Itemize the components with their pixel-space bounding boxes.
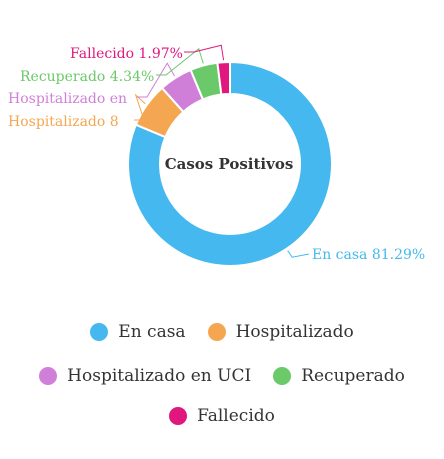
- legend-swatch-recuperado: [273, 367, 292, 385]
- leader-line-hospitalizado-uci: [137, 62, 175, 98]
- legend-row: Fallecido: [0, 406, 444, 426]
- legend-item-fallecido[interactable]: Fallecido: [169, 406, 275, 426]
- center-label: Casos Positivos: [165, 155, 294, 173]
- slice-en-casa[interactable]: [127, 60, 333, 267]
- legend-item-hospitalizado-uci[interactable]: Hospitalizado en UCI: [39, 366, 251, 386]
- leader-line-en-casa: [287, 250, 310, 258]
- legend-label: Recuperado: [301, 366, 405, 386]
- leader-line-hospitalizado: [134, 93, 146, 121]
- legend-label: En casa: [118, 322, 186, 342]
- donut-chart: Casos Positivos En casa 81.29% Hospitaliza…: [8, 44, 425, 267]
- legend-item-en-casa[interactable]: En casa: [90, 322, 186, 342]
- legend-label: Fallecido: [197, 406, 275, 426]
- data-label-en-casa: En casa 81.29%: [312, 247, 425, 263]
- legend-row: Hospitalizado en UCI Recuperado: [0, 366, 444, 386]
- legend-swatch-fallecido: [169, 407, 188, 425]
- legend-label: Hospitalizado en UCI: [67, 366, 252, 386]
- leader-line-recuperado: [156, 47, 204, 76]
- legend-swatch-en-casa: [90, 323, 109, 341]
- legend-item-hospitalizado[interactable]: Hospitalizado: [207, 322, 354, 342]
- data-label-hospitalizado-uci: Hospitalizado en: [8, 91, 127, 107]
- data-label-recuperado: Recuperado 4.34%: [20, 69, 154, 85]
- legend-swatch-hospitalizado: [207, 323, 226, 341]
- legend-label: Hospitalizado: [235, 322, 354, 342]
- data-label-fallecido: Fallecido 1.97%: [70, 46, 183, 62]
- legend-row: En casa Hospitalizado: [0, 322, 444, 342]
- leader-line-fallecido: [184, 44, 225, 61]
- legend-swatch-hospitalizado-uci: [39, 367, 58, 385]
- legend-item-recuperado[interactable]: Recuperado: [273, 366, 405, 386]
- slice-fallecido[interactable]: [216, 60, 231, 96]
- data-label-hospitalizado: Hospitalizado 8: [8, 114, 119, 130]
